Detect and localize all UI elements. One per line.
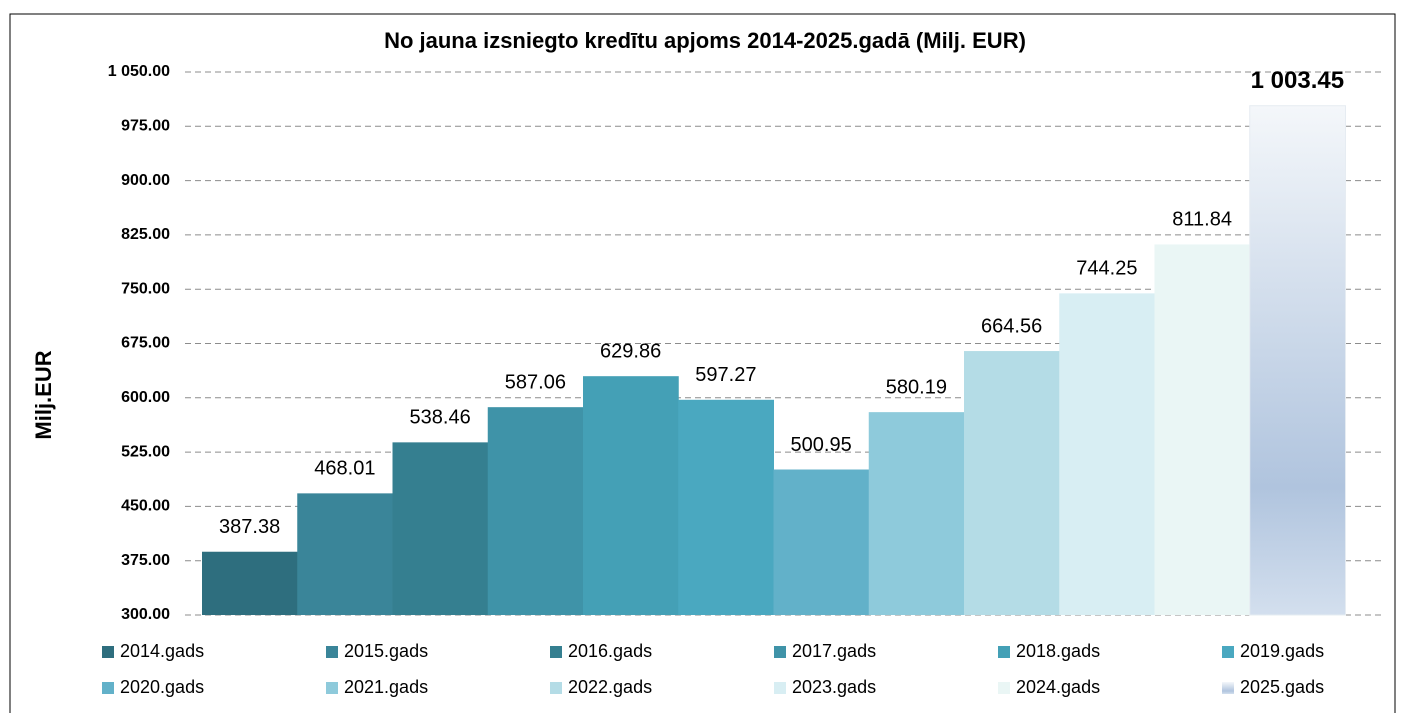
- legend-label: 2020.gads: [120, 677, 204, 697]
- data-label: 587.06: [505, 371, 566, 393]
- bar: [678, 399, 774, 615]
- bar: [1249, 105, 1346, 616]
- y-tick-label: 525.00: [121, 443, 170, 460]
- legend-swatch: [1222, 682, 1234, 694]
- legend-swatch: [326, 682, 338, 694]
- data-label: 538.46: [410, 407, 471, 429]
- legend-swatch: [550, 682, 562, 694]
- data-label: 597.27: [695, 364, 756, 386]
- bar: [1154, 244, 1251, 615]
- data-label: 468.01: [314, 458, 375, 480]
- legend-label: 2024.gads: [1016, 677, 1100, 697]
- data-label: 629.86: [600, 340, 661, 362]
- legend-swatch: [774, 682, 786, 694]
- y-tick-label: 300.00: [121, 606, 170, 623]
- legend-swatch: [774, 646, 786, 658]
- y-tick-label: 450.00: [121, 498, 170, 515]
- data-label: 580.19: [886, 376, 947, 398]
- data-label: 500.95: [791, 434, 852, 456]
- legend-swatch: [1222, 646, 1234, 658]
- legend-swatch: [102, 682, 114, 694]
- y-tick-label: 375.00: [121, 552, 170, 569]
- legend-label: 2018.gads: [1016, 641, 1100, 661]
- bar: [583, 376, 679, 615]
- legend-label: 2015.gads: [344, 641, 428, 661]
- legend-label: 2014.gads: [120, 641, 204, 661]
- data-label: 744.25: [1076, 258, 1137, 280]
- y-tick-label: 825.00: [121, 226, 170, 243]
- y-tick-label: 900.00: [121, 172, 170, 189]
- bar: [392, 442, 489, 615]
- legend-label: 2025.gads: [1240, 677, 1324, 697]
- data-label: 387.38: [219, 516, 280, 538]
- legend-label: 2016.gads: [568, 641, 652, 661]
- bar: [773, 469, 870, 615]
- data-label: 811.84: [1172, 209, 1232, 231]
- data-label: 1 003.45: [1251, 67, 1344, 94]
- bar: [868, 412, 965, 615]
- data-label: 664.56: [981, 315, 1042, 337]
- bar: [964, 351, 1060, 615]
- legend-label: 2019.gads: [1240, 641, 1324, 661]
- y-tick-label: 1 050.00: [108, 63, 170, 80]
- legend-swatch: [326, 646, 338, 658]
- legend-label: 2021.gads: [344, 677, 428, 697]
- bar: [1059, 293, 1155, 615]
- chart-title: No jauna izsniegto kredītu apjoms 2014-2…: [384, 28, 1026, 53]
- legend-swatch: [998, 646, 1010, 658]
- legend-swatch: [550, 646, 562, 658]
- y-tick-label: 750.00: [121, 280, 170, 297]
- legend-label: 2022.gads: [568, 677, 652, 697]
- y-axis-label: Milj.EUR: [31, 350, 56, 439]
- y-tick-label: 675.00: [121, 335, 170, 352]
- legend-swatch: [998, 682, 1010, 694]
- y-tick-label: 600.00: [121, 389, 170, 406]
- bar: [202, 551, 298, 615]
- bar: [487, 407, 584, 615]
- legend-label: 2023.gads: [792, 677, 876, 697]
- bar: [297, 493, 393, 615]
- y-tick-label: 975.00: [121, 118, 170, 135]
- legend-label: 2017.gads: [792, 641, 876, 661]
- legend-swatch: [102, 646, 114, 658]
